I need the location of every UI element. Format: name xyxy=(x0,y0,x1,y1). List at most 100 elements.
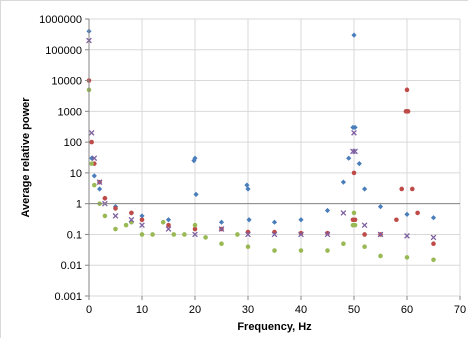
data-point xyxy=(351,210,357,216)
data-point xyxy=(361,222,368,229)
data-point xyxy=(352,124,358,131)
data-point xyxy=(102,195,108,201)
data-point xyxy=(405,109,411,114)
data-point xyxy=(165,217,172,223)
data-point xyxy=(89,161,94,166)
x-tick-label: 0 xyxy=(86,304,92,316)
data-point xyxy=(91,173,97,179)
data-point xyxy=(244,182,250,188)
data-point xyxy=(352,217,358,223)
data-point xyxy=(166,222,171,228)
data-point xyxy=(92,182,97,188)
data-point xyxy=(356,161,362,167)
data-point xyxy=(96,179,103,186)
data-point xyxy=(139,232,145,237)
data-point xyxy=(298,217,304,223)
data-point xyxy=(324,207,331,214)
data-point xyxy=(88,129,95,136)
data-point xyxy=(113,206,118,211)
y-tick-label: 0.001 xyxy=(54,291,82,303)
data-point xyxy=(404,232,410,239)
data-point xyxy=(112,213,119,219)
data-point xyxy=(113,226,118,232)
data-point xyxy=(430,234,437,241)
data-point xyxy=(399,186,405,192)
data-point xyxy=(218,219,225,225)
data-point xyxy=(431,257,436,263)
y-tick-label: 1000 xyxy=(58,106,82,118)
data-point xyxy=(404,211,410,217)
series-3 xyxy=(86,87,436,263)
data-point xyxy=(245,244,251,249)
data-point xyxy=(404,255,410,260)
data-point xyxy=(415,210,420,216)
y-tick-label: 1 xyxy=(76,199,82,211)
data-point xyxy=(404,87,410,93)
data-point xyxy=(203,235,208,240)
y-tick-label: 100 xyxy=(64,137,82,149)
data-point xyxy=(351,129,357,136)
data-point xyxy=(219,241,224,247)
data-point xyxy=(352,222,358,228)
x-tick-label: 50 xyxy=(348,304,360,316)
data-point xyxy=(246,217,252,223)
data-point xyxy=(362,244,367,249)
data-point xyxy=(394,217,399,223)
data-point xyxy=(218,226,225,232)
axis-layer xyxy=(85,18,461,300)
data-point xyxy=(272,248,277,253)
x-axis-title: Frequency, Hz xyxy=(237,321,312,333)
plot-area xyxy=(89,19,460,296)
y-tick-label: 100000 xyxy=(45,45,82,57)
data-point xyxy=(298,248,304,253)
data-point xyxy=(97,186,103,192)
data-point xyxy=(160,219,166,225)
x-tick-label: 10 xyxy=(136,304,148,316)
data-point xyxy=(340,210,347,216)
data-point xyxy=(245,231,251,238)
data-point xyxy=(139,217,145,223)
data-point xyxy=(431,241,436,247)
data-point xyxy=(129,210,134,216)
data-layer xyxy=(86,28,437,263)
data-point xyxy=(89,139,94,145)
data-point xyxy=(165,226,172,232)
y-tick-label: 0.1 xyxy=(67,229,82,241)
data-point xyxy=(324,231,331,238)
data-point xyxy=(352,148,358,155)
data-point xyxy=(128,216,135,223)
data-point xyxy=(298,230,304,236)
data-point xyxy=(350,148,356,155)
series-4 xyxy=(86,37,437,241)
y-tick-label: 10000 xyxy=(51,76,82,88)
data-point xyxy=(192,155,198,161)
data-point xyxy=(192,226,198,232)
tick-label-layer: 0 10 20 30 40 50 60 70 0.001 0.01 0.1 1 10 100 1000 100… xyxy=(39,14,466,316)
data-point xyxy=(271,219,278,225)
data-point xyxy=(171,232,177,237)
data-point xyxy=(102,213,108,219)
x-tick-label: 40 xyxy=(295,304,307,316)
data-point xyxy=(325,230,330,236)
data-point xyxy=(325,248,330,253)
data-point xyxy=(182,232,187,237)
data-point xyxy=(193,191,199,198)
data-point xyxy=(150,232,155,237)
data-point xyxy=(123,222,129,228)
x-tick-label: 70 xyxy=(454,304,466,316)
data-point xyxy=(245,186,251,192)
y-tick-label: 0.01 xyxy=(61,260,82,272)
data-point xyxy=(351,32,357,38)
data-point xyxy=(351,170,357,176)
data-point xyxy=(346,155,352,161)
y-axis-title: Average relative power xyxy=(20,97,32,218)
y-tick-label: 10 xyxy=(70,168,82,180)
data-point xyxy=(362,232,367,237)
x-tick-label: 30 xyxy=(242,304,254,316)
data-point xyxy=(298,231,304,238)
data-point xyxy=(341,241,346,247)
data-point xyxy=(192,222,198,228)
data-point xyxy=(340,179,346,185)
x-tick-label: 20 xyxy=(189,304,201,316)
